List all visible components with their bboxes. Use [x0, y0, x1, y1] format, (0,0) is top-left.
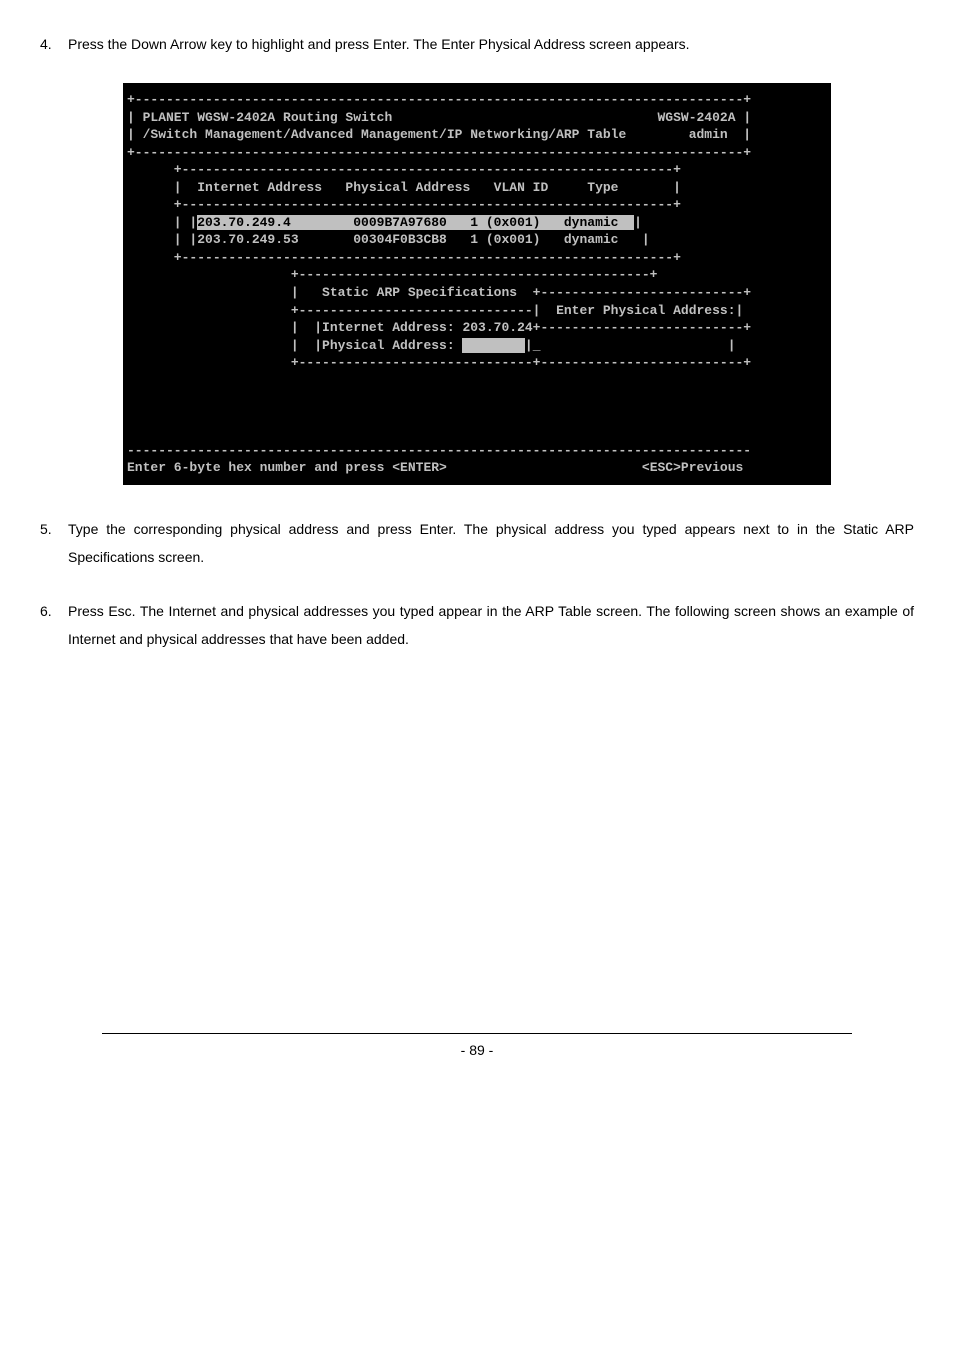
step-5-num: 5.	[40, 515, 68, 571]
step-4: 4. Press the Down Arrow key to highlight…	[40, 30, 914, 58]
step-6-num: 6.	[40, 597, 68, 653]
page-number: - 89 -	[102, 1033, 852, 1058]
step-6: 6. Press Esc. The Internet and physical …	[40, 597, 914, 653]
step-4-text: Press the Down Arrow key to highlight an…	[68, 30, 914, 58]
step-5-text: Type the corresponding physical address …	[68, 515, 914, 571]
terminal-screenshot: +---------------------------------------…	[123, 83, 831, 485]
input-cursor	[462, 338, 524, 353]
step-4-num: 4.	[40, 30, 68, 58]
step-6-text: Press Esc. The Internet and physical add…	[68, 597, 914, 653]
selected-row: 203.70.249.4 0009B7A97680 1 (0x001) dyna…	[197, 215, 634, 230]
step-5: 5. Type the corresponding physical addre…	[40, 515, 914, 571]
